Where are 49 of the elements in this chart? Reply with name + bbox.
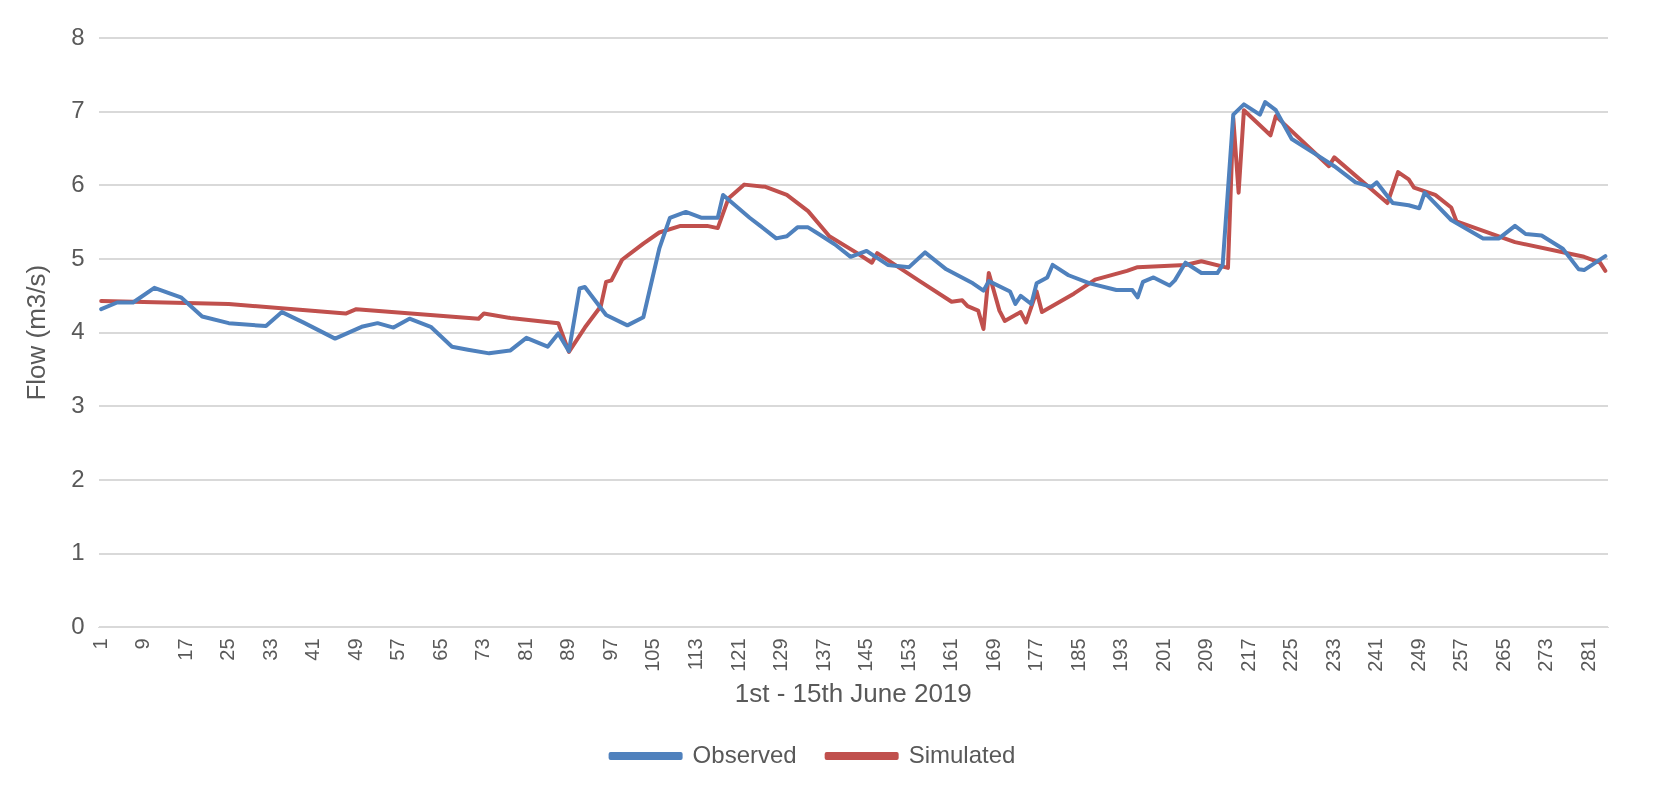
- x-tick-label: 137: [811, 638, 834, 672]
- x-tick-label: 9: [131, 638, 154, 650]
- x-tick-label: 257: [1449, 638, 1472, 672]
- x-tick-label: 73: [471, 638, 494, 661]
- x-tick-label: 17: [173, 638, 196, 661]
- y-tick-label: 0: [71, 612, 85, 640]
- x-tick-label: 241: [1364, 638, 1387, 672]
- x-tick-label: 113: [684, 638, 706, 671]
- y-tick-label: 5: [71, 243, 85, 271]
- x-tick-label: 97: [598, 638, 621, 661]
- x-tick-label: 121: [726, 638, 749, 672]
- legend-label: Simulated: [908, 740, 1016, 768]
- x-tick-label: 281: [1576, 638, 1599, 672]
- x-tick-label: 33: [258, 638, 281, 661]
- x-tick-label: 177: [1024, 638, 1047, 672]
- x-tick-label: 209: [1194, 638, 1217, 672]
- y-tick-label: 1: [71, 538, 85, 566]
- x-tick-label: 265: [1491, 638, 1514, 672]
- x-tick-label: 225: [1279, 638, 1302, 672]
- x-tick-label: 81: [513, 638, 536, 661]
- x-tick-label: 89: [556, 638, 579, 661]
- x-tick-label: 249: [1406, 638, 1429, 672]
- x-tick-label: 153: [896, 638, 919, 672]
- x-tick-label: 49: [343, 638, 366, 661]
- y-tick-label: 7: [71, 96, 85, 124]
- y-tick-label: 3: [71, 391, 85, 419]
- x-tick-label: 129: [769, 638, 792, 672]
- x-tick-label: 193: [1109, 638, 1132, 672]
- x-tick-label: 145: [854, 638, 877, 672]
- x-tick-label: 217: [1236, 638, 1259, 672]
- x-tick-label: 57: [386, 638, 409, 661]
- x-tick-label: 41: [301, 638, 324, 661]
- x-tick-label: 273: [1534, 638, 1557, 672]
- y-tick-label: 4: [71, 317, 85, 345]
- x-tick-label: 161: [939, 638, 962, 672]
- x-tick-label: 1: [88, 638, 111, 650]
- x-tick-label: 201: [1151, 638, 1174, 672]
- y-tick-label: 2: [71, 464, 85, 492]
- x-tick-label: 185: [1066, 638, 1089, 672]
- x-tick-label: 105: [641, 638, 664, 672]
- y-tick-label: 6: [71, 169, 85, 197]
- x-tick-label: 65: [428, 638, 451, 661]
- x-tick-label: 233: [1321, 638, 1344, 672]
- y-tick-label: 8: [71, 22, 85, 50]
- legend-label: Observed: [692, 740, 797, 768]
- x-axis-title: 1st - 15th June 2019: [734, 677, 972, 708]
- y-axis-title: Flow (m3/s): [20, 264, 51, 401]
- x-tick-label: 169: [981, 638, 1004, 672]
- x-tick-label: 25: [216, 638, 239, 661]
